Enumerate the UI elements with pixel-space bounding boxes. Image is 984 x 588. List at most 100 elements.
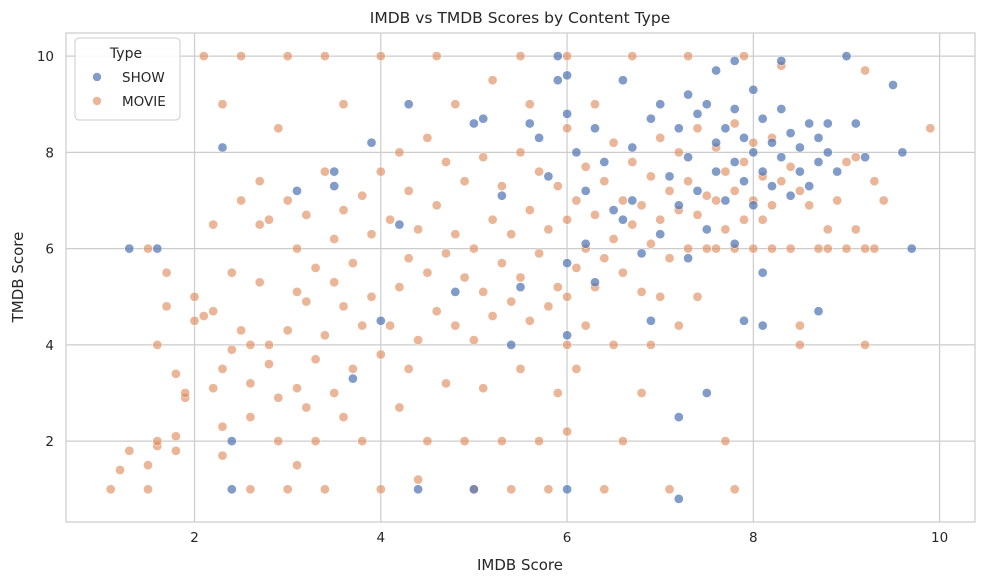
data-point-movie	[143, 484, 153, 495]
data-point-movie	[534, 166, 544, 177]
data-point-movie	[655, 291, 666, 302]
data-point-show	[673, 200, 684, 211]
data-point-movie	[739, 157, 749, 167]
data-point-movie	[431, 51, 442, 61]
data-point-show	[683, 253, 693, 264]
data-point-movie	[515, 147, 526, 158]
data-point-movie	[562, 214, 572, 225]
data-point-show	[813, 157, 824, 167]
data-point-movie	[143, 460, 153, 471]
data-point-show	[292, 186, 302, 196]
data-point-movie	[487, 311, 498, 321]
data-point-show	[822, 147, 833, 158]
data-point-show	[497, 190, 507, 201]
legend-title: Type	[109, 46, 142, 62]
data-point-movie	[310, 354, 321, 365]
data-point-movie	[366, 291, 377, 302]
data-point-show	[683, 89, 693, 100]
data-point-show	[813, 133, 824, 143]
data-point-movie	[385, 214, 395, 225]
data-point-show	[646, 315, 656, 326]
data-point-movie	[469, 335, 479, 345]
data-point-show	[506, 340, 517, 350]
data-point-show	[757, 267, 768, 278]
data-point-movie	[180, 388, 191, 398]
data-point-movie	[413, 224, 423, 235]
data-point-movie	[683, 51, 693, 61]
data-point-movie	[515, 364, 526, 374]
data-point-movie	[739, 51, 749, 61]
data-point-movie	[375, 484, 386, 495]
data-point-show	[748, 200, 759, 211]
chart-title: IMDB vs TMDB Scores by Content Type	[370, 9, 670, 27]
x-tick-label: 2	[190, 530, 199, 546]
data-point-movie	[282, 484, 293, 495]
data-point-movie	[115, 465, 125, 475]
data-point-show	[850, 118, 861, 129]
data-point-movie	[692, 291, 703, 302]
plot-area	[65, 32, 976, 523]
data-point-movie	[217, 450, 228, 461]
data-point-movie	[273, 392, 284, 403]
data-point-show	[692, 109, 703, 119]
data-point-show	[580, 238, 591, 249]
data-point-movie	[729, 186, 740, 196]
data-point-movie	[403, 364, 414, 374]
data-point-movie	[301, 296, 312, 307]
data-point-movie	[189, 315, 200, 326]
data-point-show	[469, 484, 479, 495]
data-point-movie	[664, 484, 675, 495]
data-point-movie	[254, 176, 265, 187]
data-point-movie	[292, 460, 302, 471]
data-point-movie	[422, 436, 433, 446]
data-point-show	[729, 104, 740, 114]
data-point-movie	[636, 388, 647, 398]
data-point-show	[524, 118, 535, 129]
data-point-movie	[534, 248, 544, 259]
data-point-movie	[590, 99, 600, 110]
data-point-movie	[236, 195, 246, 206]
data-point-movie	[198, 51, 209, 61]
data-point-movie	[627, 157, 638, 167]
data-point-movie	[571, 195, 582, 206]
data-point-movie	[487, 75, 498, 86]
data-point-show	[580, 186, 591, 196]
data-point-movie	[413, 474, 423, 485]
data-point-movie	[562, 123, 572, 134]
data-point-movie	[422, 267, 433, 278]
data-point-show	[757, 320, 768, 331]
data-point-show	[543, 171, 554, 182]
data-point-movie	[506, 229, 517, 240]
data-point-movie	[441, 248, 451, 259]
data-point-show	[562, 330, 572, 341]
data-point-movie	[431, 200, 442, 211]
y-axis-label: TMDB Score	[9, 232, 27, 324]
data-point-movie	[618, 436, 628, 446]
data-point-show	[729, 56, 740, 66]
data-point-movie	[254, 277, 265, 288]
data-point-show	[152, 243, 163, 254]
data-point-show	[822, 118, 833, 129]
legend-label-movie: MOVIE	[122, 94, 166, 110]
data-point-show	[655, 229, 666, 240]
data-point-movie	[236, 325, 246, 336]
data-point-movie	[273, 123, 284, 134]
data-point-movie	[524, 205, 535, 215]
data-point-movie	[478, 383, 489, 394]
data-point-movie	[226, 267, 237, 278]
data-point-movie	[497, 436, 507, 446]
data-point-movie	[822, 224, 833, 235]
data-point-movie	[152, 340, 163, 350]
data-point-show	[748, 84, 759, 95]
data-point-movie	[320, 51, 330, 61]
data-point-movie	[580, 320, 591, 331]
data-point-show	[785, 190, 796, 201]
x-tick-labels: 2 4 6 8 10	[190, 530, 948, 546]
x-tick-label: 8	[749, 530, 758, 546]
data-point-show	[599, 157, 610, 167]
data-point-movie	[329, 234, 340, 244]
data-point-show	[636, 248, 647, 259]
data-point-movie	[841, 243, 852, 254]
data-point-movie	[701, 243, 712, 254]
